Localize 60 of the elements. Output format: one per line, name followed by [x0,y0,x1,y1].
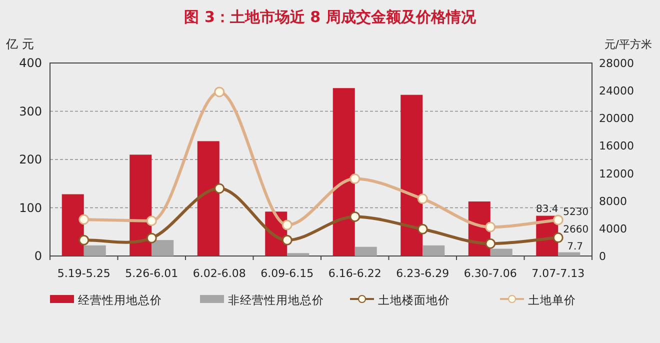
point [417,224,428,234]
y2-tick-label: 8000 [599,194,627,208]
y-tick-label: 200 [19,152,42,166]
point [214,86,225,98]
bar [354,246,377,256]
x-tick-label: 7.07-7.13 [532,267,585,280]
bar [400,94,423,256]
data-label: 5230 [563,206,589,218]
point [350,174,360,184]
x-tick-label: 6.09-6.15 [260,267,314,280]
legend-label: 土地楼面地价 [378,293,450,307]
bar [287,253,310,256]
point [485,238,496,249]
bar [130,154,152,256]
point [146,216,157,226]
data-label: 83.4 [536,204,558,215]
x-tick-label: 5.19-5.25 [57,267,110,280]
point [552,232,564,243]
bar [332,88,355,256]
point [350,211,360,222]
y2-tick-label: 24000 [599,84,634,98]
y-tick-label: 400 [19,56,42,70]
data-label: 2660 [563,224,589,236]
x-tick-label: 6.30-7.06 [464,267,517,280]
chart-title: 图 3：土地市场近 8 周成交金额及价格情况 [184,8,477,26]
point [282,234,292,246]
bar [197,141,220,256]
bar [152,240,174,256]
y2-tick-label: 0 [599,250,606,263]
legend-label: 非经营性用地总价 [228,293,324,307]
data-label: 7.7 [567,241,584,252]
x-tick-label: 6.02-6.08 [192,267,246,280]
bar [490,248,512,256]
point [417,194,428,204]
y2-tick-label: 12000 [599,167,634,180]
point [78,234,90,246]
point [146,232,157,244]
point [78,214,90,225]
point [485,222,496,232]
x-tick-label: 6.23-6.29 [396,267,450,280]
y2-tick-label: 4000 [599,222,627,236]
x-tick-label: 5.26-6.01 [125,267,178,280]
x-tick-label: 6.16-6.22 [328,267,382,280]
y2-tick-label: 16000 [599,140,634,153]
legend-label: 经营性用地总价 [78,293,162,307]
bar [62,194,84,256]
y-axis-title: 亿 元 [5,37,34,51]
y2-axis-title: 元/平方米 [604,38,652,51]
bar [84,245,106,256]
bar [422,245,445,256]
legend-label: 土地单价 [528,293,576,307]
y2-tick-label: 20000 [599,112,634,126]
y2-tick-label: 28000 [599,57,634,70]
y-tick-label: 100 [19,200,42,215]
bar [558,252,580,256]
y-tick-label: 0 [34,249,42,263]
point [214,183,225,194]
point [552,214,564,226]
y-tick-label: 300 [19,104,42,118]
point [282,220,292,230]
